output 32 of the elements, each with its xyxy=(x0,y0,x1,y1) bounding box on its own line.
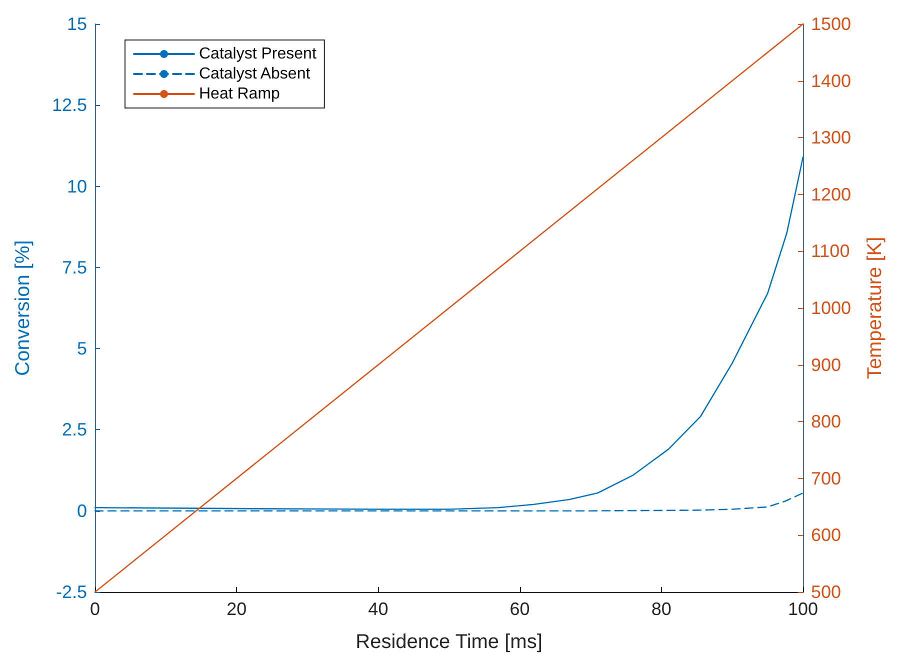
y2-tick-label: 500 xyxy=(811,582,842,602)
y2-axis-title: Temperature [K] xyxy=(864,236,886,380)
y-tick-label: 7.5 xyxy=(62,257,87,278)
y-tick-label: -2.5 xyxy=(56,582,87,602)
y2-tick-label: 800 xyxy=(811,412,842,432)
y-tick-label: 12.5 xyxy=(52,95,87,116)
y2-tick-label: 900 xyxy=(811,354,842,375)
legend-label: Catalyst Present xyxy=(199,46,317,62)
x-tick-label: 40 xyxy=(368,599,388,619)
y2-tick-label: 600 xyxy=(811,525,842,546)
y-tick-label: 2.5 xyxy=(62,420,87,440)
y2-tick-label: 1100 xyxy=(811,241,850,262)
x-tick-label: 100 xyxy=(788,599,818,619)
x-axis-title: Residence Time [ms] xyxy=(356,631,542,653)
x-tick-label: 60 xyxy=(510,599,530,619)
y2-tick-label: 700 xyxy=(811,468,842,488)
legend-label: Catalyst Absent xyxy=(199,66,311,82)
x-tick-label: 0 xyxy=(90,599,100,619)
x-tick-label: 20 xyxy=(226,599,247,619)
x-tick-label: 80 xyxy=(651,599,672,619)
legend-label: Heat Ramp xyxy=(199,86,280,102)
y-tick-label: 0 xyxy=(76,500,87,521)
y2-tick-label: 1500 xyxy=(811,14,852,34)
y2-tick-label: 1200 xyxy=(811,184,852,204)
line-series xyxy=(94,156,804,510)
y2-tick-label: 1400 xyxy=(811,70,852,91)
y2-tick-label: 1000 xyxy=(811,298,852,318)
y-tick-label: 10 xyxy=(66,176,87,196)
y-tick-label: 15 xyxy=(66,14,87,34)
y-axis-title: Conversion [%] xyxy=(12,240,34,376)
y2-tick-label: 1300 xyxy=(811,128,852,148)
y-tick-label: 5 xyxy=(76,338,87,359)
